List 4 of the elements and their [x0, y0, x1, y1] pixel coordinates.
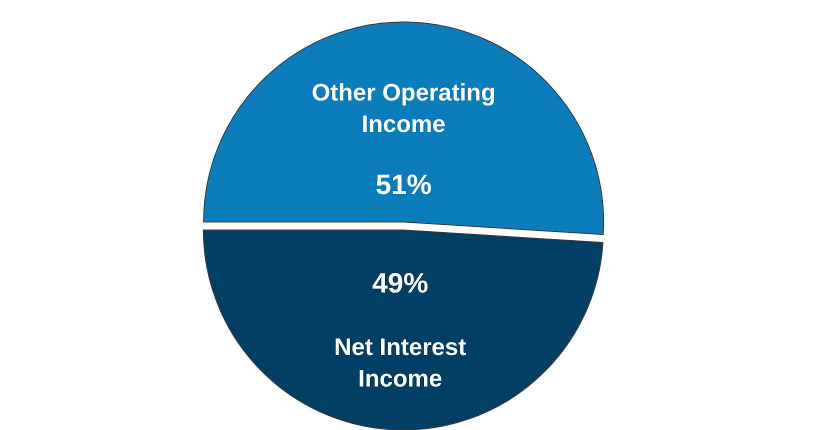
data-label: 51% — [376, 169, 432, 200]
slice-label: Other Operating Income — [312, 80, 496, 138]
slice-label: Net Interest Income — [334, 334, 466, 392]
data-label: 49% — [372, 268, 428, 299]
